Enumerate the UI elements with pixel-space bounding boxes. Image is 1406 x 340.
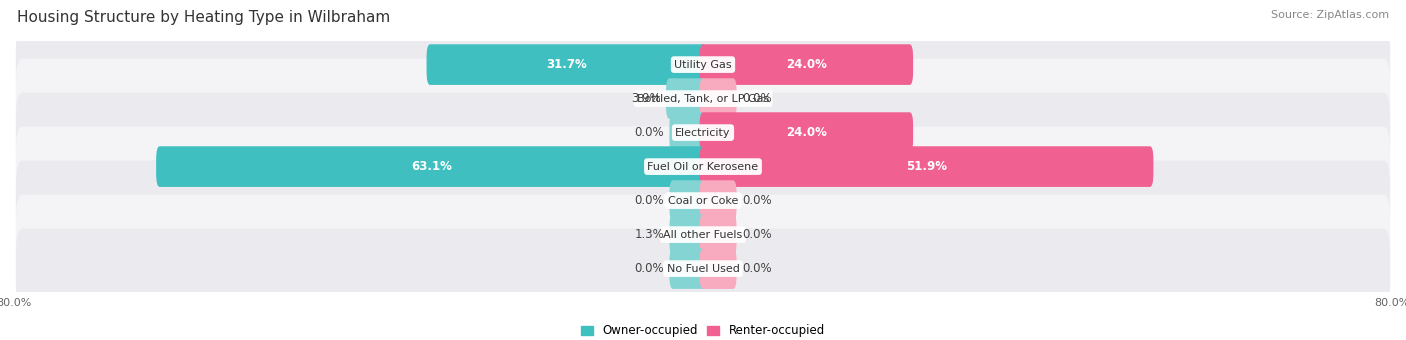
- Text: 0.0%: 0.0%: [634, 262, 664, 275]
- FancyBboxPatch shape: [15, 24, 1391, 105]
- FancyBboxPatch shape: [669, 248, 706, 289]
- Text: 31.7%: 31.7%: [546, 58, 586, 71]
- FancyBboxPatch shape: [666, 78, 706, 119]
- Text: Housing Structure by Heating Type in Wilbraham: Housing Structure by Heating Type in Wil…: [17, 10, 389, 25]
- Text: Source: ZipAtlas.com: Source: ZipAtlas.com: [1271, 10, 1389, 20]
- Text: 1.3%: 1.3%: [634, 228, 664, 241]
- FancyBboxPatch shape: [669, 180, 706, 221]
- FancyBboxPatch shape: [700, 78, 737, 119]
- FancyBboxPatch shape: [15, 92, 1391, 173]
- FancyBboxPatch shape: [700, 112, 912, 153]
- Text: 0.0%: 0.0%: [742, 262, 772, 275]
- FancyBboxPatch shape: [700, 214, 737, 255]
- Text: 24.0%: 24.0%: [786, 126, 827, 139]
- Text: Utility Gas: Utility Gas: [675, 59, 731, 70]
- Text: 24.0%: 24.0%: [786, 58, 827, 71]
- Text: 63.1%: 63.1%: [411, 160, 451, 173]
- FancyBboxPatch shape: [15, 58, 1391, 139]
- FancyBboxPatch shape: [669, 214, 706, 255]
- Text: 0.0%: 0.0%: [742, 92, 772, 105]
- FancyBboxPatch shape: [156, 146, 706, 187]
- Legend: Owner-occupied, Renter-occupied: Owner-occupied, Renter-occupied: [576, 319, 830, 340]
- Text: 51.9%: 51.9%: [905, 160, 948, 173]
- Text: 0.0%: 0.0%: [742, 228, 772, 241]
- Text: Fuel Oil or Kerosene: Fuel Oil or Kerosene: [647, 162, 759, 172]
- FancyBboxPatch shape: [426, 44, 706, 85]
- Text: 0.0%: 0.0%: [634, 126, 664, 139]
- FancyBboxPatch shape: [15, 126, 1391, 207]
- Text: All other Fuels: All other Fuels: [664, 230, 742, 240]
- FancyBboxPatch shape: [700, 180, 737, 221]
- FancyBboxPatch shape: [700, 146, 1153, 187]
- Text: Coal or Coke: Coal or Coke: [668, 195, 738, 206]
- FancyBboxPatch shape: [700, 248, 737, 289]
- Text: 0.0%: 0.0%: [634, 194, 664, 207]
- FancyBboxPatch shape: [700, 44, 912, 85]
- Text: 0.0%: 0.0%: [742, 194, 772, 207]
- Text: Electricity: Electricity: [675, 128, 731, 138]
- FancyBboxPatch shape: [669, 112, 706, 153]
- Text: 3.9%: 3.9%: [631, 92, 661, 105]
- FancyBboxPatch shape: [15, 194, 1391, 275]
- Text: No Fuel Used: No Fuel Used: [666, 264, 740, 274]
- Text: Bottled, Tank, or LP Gas: Bottled, Tank, or LP Gas: [637, 94, 769, 104]
- FancyBboxPatch shape: [15, 228, 1391, 309]
- FancyBboxPatch shape: [15, 160, 1391, 241]
